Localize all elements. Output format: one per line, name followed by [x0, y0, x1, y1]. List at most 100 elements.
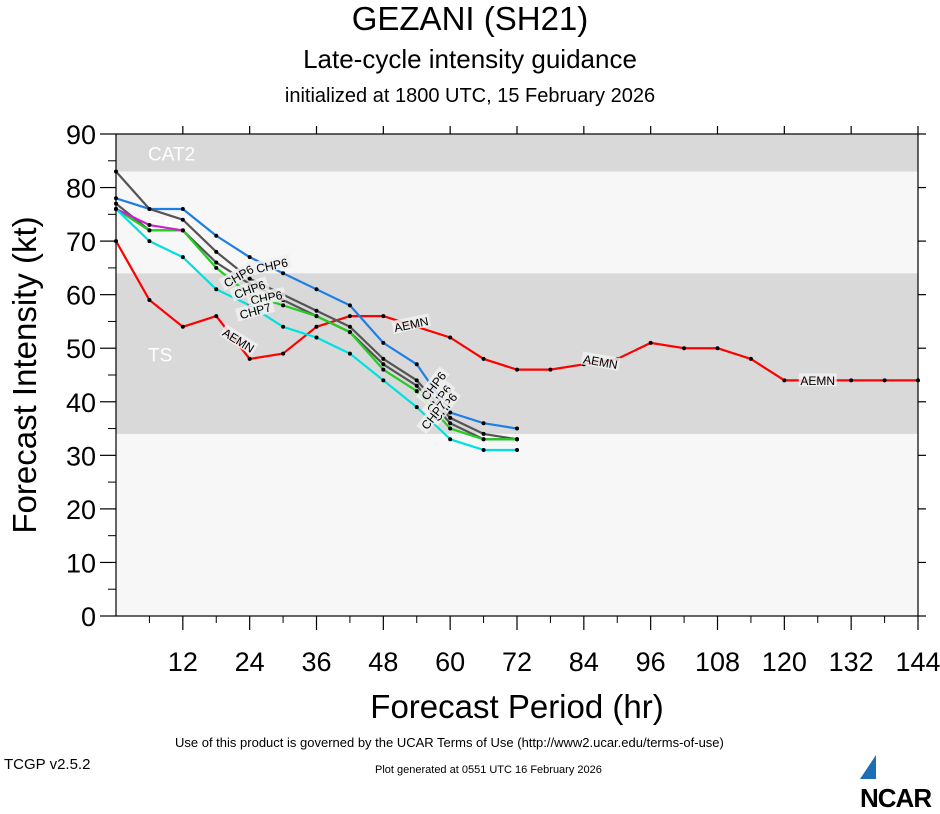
- y-tick-label: 0: [81, 602, 96, 632]
- data-point: [314, 287, 319, 292]
- data-point: [548, 367, 553, 372]
- x-tick-label: 144: [895, 647, 940, 677]
- data-point: [414, 405, 419, 410]
- x-tick-label: 12: [168, 647, 198, 677]
- data-point: [381, 340, 386, 345]
- data-point: [247, 255, 252, 260]
- x-tick-label: 48: [368, 647, 398, 677]
- data-point: [180, 255, 185, 260]
- line-label-bg: [229, 276, 270, 302]
- y-axis-label: Forecast Intensity (kt): [6, 216, 43, 533]
- data-point: [481, 437, 486, 442]
- data-point: [180, 206, 185, 211]
- data-point: [448, 410, 453, 415]
- data-point: [682, 346, 687, 351]
- x-tick-label: 132: [829, 647, 874, 677]
- x-tick-label: 24: [235, 647, 265, 677]
- data-point: [347, 314, 352, 319]
- y-tick-label: 70: [66, 227, 96, 257]
- band-cat2: [116, 134, 918, 172]
- y-tick-label: 80: [66, 174, 96, 204]
- x-tick-label: 120: [762, 647, 807, 677]
- line-label-group: AEMN: [580, 351, 621, 372]
- plot-generated: Plot generated at 0551 UTC 16 February 2…: [375, 764, 602, 776]
- line-label: AEMN: [582, 352, 619, 372]
- line-label: CHP6: [249, 288, 283, 307]
- line-label-group: CHP6: [246, 287, 287, 308]
- data-point: [481, 447, 486, 452]
- data-point: [481, 431, 486, 436]
- y-tick-label: 60: [66, 281, 96, 311]
- data-point: [214, 265, 219, 270]
- x-tick-label: 108: [695, 647, 740, 677]
- line-label-group: AEMN: [798, 373, 837, 388]
- data-point: [214, 233, 219, 238]
- y-tick-label: 20: [66, 495, 96, 525]
- data-point: [648, 340, 653, 345]
- data-point: [347, 324, 352, 329]
- data-point: [481, 356, 486, 361]
- data-point: [147, 223, 152, 228]
- y-tick-label: 50: [66, 334, 96, 364]
- data-point: [314, 308, 319, 313]
- data-point: [715, 346, 720, 351]
- data-point: [414, 362, 419, 367]
- terms-of-use: Use of this product is governed by the U…: [175, 735, 724, 750]
- data-point: [281, 324, 286, 329]
- data-point: [314, 314, 319, 319]
- ncar-logo-mark: [860, 755, 876, 779]
- data-point: [147, 239, 152, 244]
- line-label-bg: [416, 395, 450, 434]
- data-point: [314, 324, 319, 329]
- line-label-bg: [246, 287, 287, 307]
- data-point: [515, 447, 519, 452]
- data-point: [347, 351, 352, 356]
- data-point: [147, 206, 152, 211]
- data-point: [281, 303, 286, 308]
- line-label-bg: [416, 366, 450, 405]
- x-tick-label: 84: [569, 647, 599, 677]
- data-point: [381, 314, 386, 319]
- data-point: [180, 217, 185, 222]
- data-point: [247, 276, 252, 281]
- data-point: [180, 228, 185, 233]
- data-point: [882, 378, 887, 383]
- data-point: [448, 335, 453, 340]
- band-label-cat2: CAT2: [148, 145, 195, 166]
- data-point: [414, 383, 419, 388]
- y-tick-label: 30: [66, 441, 96, 471]
- line-label-bg: [218, 260, 258, 291]
- data-point: [748, 356, 753, 361]
- y-tick-label: 10: [66, 548, 96, 578]
- chart-subtitle: Late-cycle intensity guidance: [303, 44, 637, 74]
- data-point: [147, 298, 152, 303]
- data-point: [214, 314, 219, 319]
- line-label-group: CHP6: [251, 254, 292, 276]
- line-label: CHP6: [255, 255, 290, 275]
- data-point: [281, 271, 286, 276]
- chart-title: GEZANI (SH21): [351, 0, 589, 37]
- x-tick-label: 72: [502, 647, 532, 677]
- y-tick-label: 40: [66, 388, 96, 418]
- data-point: [247, 356, 252, 361]
- data-point: [381, 362, 386, 367]
- data-point: [448, 426, 453, 431]
- series-lines: [114, 169, 920, 452]
- data-point: [414, 378, 419, 383]
- data-point: [381, 356, 386, 361]
- data-point: [214, 287, 219, 292]
- data-point: [481, 421, 486, 426]
- data-point: [347, 303, 352, 308]
- band-label-ts: TS: [148, 346, 172, 367]
- data-point: [515, 437, 519, 442]
- line-label-bg: [251, 254, 292, 276]
- x-axis-label: Forecast Period (hr): [370, 688, 663, 725]
- data-point: [214, 249, 219, 254]
- data-point: [448, 437, 453, 442]
- data-point: [448, 415, 453, 420]
- x-tick-label: 60: [435, 647, 465, 677]
- data-point: [314, 335, 319, 340]
- line-label-bg: [798, 373, 837, 387]
- line-label-bg: [235, 299, 276, 322]
